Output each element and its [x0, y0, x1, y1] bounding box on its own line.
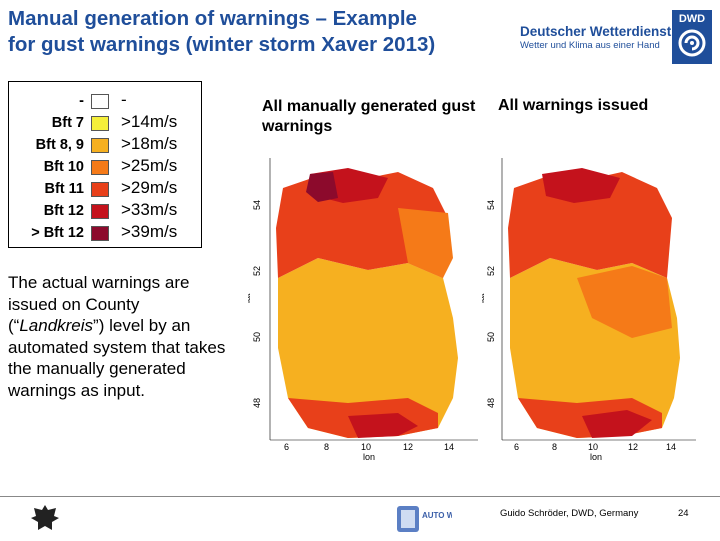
x-tick: 10 — [588, 442, 598, 452]
legend-speed-label: >14m/s — [121, 112, 178, 131]
body-text: The actual warnings are issued on County… — [8, 272, 228, 401]
x-tick: 6 — [284, 442, 289, 452]
right-warning-map: 54 52 50 48 lat 6 8 10 12 14 lon — [476, 158, 698, 462]
map-region — [398, 208, 453, 278]
title-line-1: Manual generation of warnings – Example — [8, 7, 417, 30]
footer-divider — [0, 496, 720, 497]
x-axis-label: lon — [363, 452, 375, 462]
map-region — [577, 266, 672, 338]
legend-bft-label: Bft 10 — [43, 159, 84, 175]
y-tick: 52 — [252, 266, 262, 276]
body-text-after: ”) level by an automated system that tak… — [8, 316, 226, 400]
slide-title: Manual generation of warnings – Example … — [8, 6, 518, 58]
legend-bft-label: - — [79, 93, 84, 109]
x-tick: 12 — [403, 442, 413, 452]
map-region — [306, 172, 338, 202]
legend-speed-label: >39m/s — [121, 222, 178, 241]
legend-bft-label: Bft 12 — [43, 203, 84, 219]
legend-speed-label: >18m/s — [121, 134, 178, 153]
wind-legend: - - Bft 7 >14m/s Bft 8, 9 >18m/s Bft 10 … — [8, 81, 202, 248]
y-tick: 50 — [486, 332, 496, 342]
x-tick: 8 — [324, 442, 329, 452]
y-axis-label: lat — [482, 293, 486, 303]
title-line-2: for gust warnings (winter storm Xaver 20… — [8, 33, 436, 56]
legend-row: > Bft 12 >39m/s — [9, 222, 201, 244]
legend-swatch — [91, 94, 109, 109]
legend-swatch — [91, 204, 109, 219]
body-text-before: The actual warnings are issued on County… — [8, 273, 190, 335]
x-axis-label: lon — [590, 452, 602, 462]
autowarn-text: AUTO WARN — [422, 511, 452, 520]
legend-speed-label: - — [121, 90, 127, 109]
y-tick: 54 — [486, 200, 496, 210]
legend-swatch — [91, 116, 109, 131]
y-tick: 48 — [252, 398, 262, 408]
footer-author: Guido Schröder, DWD, Germany — [500, 508, 639, 519]
map-region — [348, 413, 418, 438]
legend-row: Bft 11 >29m/s — [9, 178, 201, 200]
dwd-tagline: Wetter und Klima aus einer Hand — [520, 40, 660, 51]
legend-row: Bft 12 >33m/s — [9, 200, 201, 222]
x-tick: 14 — [666, 442, 676, 452]
left-warning-map: 54 52 50 48 lat 6 8 10 12 14 lon — [242, 158, 480, 462]
map-region — [278, 258, 458, 438]
y-axis-label: lat — [248, 293, 252, 303]
dwd-abbr: DWD — [678, 13, 706, 25]
legend-swatch — [91, 160, 109, 175]
x-tick: 12 — [628, 442, 638, 452]
page-number: 24 — [678, 508, 689, 519]
legend-row: Bft 10 >25m/s — [9, 156, 201, 178]
right-map-title: All warnings issued — [498, 97, 649, 114]
legend-bft-label: Bft 8, 9 — [35, 137, 84, 153]
legend-bft-label: Bft 11 — [44, 181, 85, 197]
body-text-italic: Landkreis — [19, 316, 94, 335]
y-tick: 54 — [252, 200, 262, 210]
legend-bft-label: > Bft 12 — [31, 225, 84, 241]
dwd-name: Deutscher Wetterdienst — [520, 24, 672, 39]
legend-swatch — [91, 226, 109, 241]
legend-row: Bft 8, 9 >18m/s — [9, 134, 201, 156]
map-region — [542, 168, 620, 203]
x-tick: 8 — [552, 442, 557, 452]
map-region — [508, 172, 672, 278]
y-tick: 50 — [252, 332, 262, 342]
legend-row: Bft 7 >14m/s — [9, 112, 201, 134]
dwd-logo: DWD — [672, 10, 712, 64]
autowarn-logo: AUTO WARN — [396, 502, 471, 536]
x-tick: 14 — [444, 442, 454, 452]
left-map-title: All manually generated gust warnings — [262, 98, 476, 135]
legend-bft-label: Bft 7 — [51, 115, 84, 131]
legend-speed-label: >29m/s — [121, 178, 178, 197]
legend-speed-label: >33m/s — [121, 200, 178, 219]
x-tick: 6 — [514, 442, 519, 452]
legend-swatch — [91, 138, 109, 153]
legend-speed-label: >25m/s — [121, 156, 178, 175]
dwd-logo-text: Deutscher Wetterdienst Wetter und Klima … — [520, 24, 672, 51]
legend-row: - - — [9, 90, 201, 112]
federal-eagle-logo — [28, 502, 62, 536]
y-tick: 48 — [486, 398, 496, 408]
map-region — [582, 410, 652, 438]
legend-swatch — [91, 182, 109, 197]
x-tick: 10 — [361, 442, 371, 452]
y-tick: 52 — [486, 266, 496, 276]
dwd-spiral-icon — [678, 29, 706, 57]
